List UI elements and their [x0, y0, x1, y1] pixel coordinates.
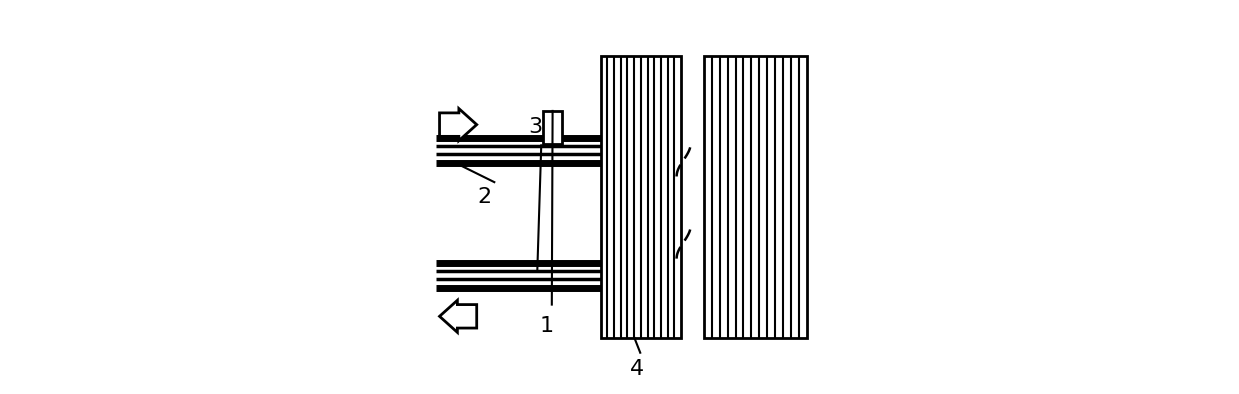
Bar — [543, 111, 563, 144]
Bar — [704, 56, 808, 338]
Bar — [704, 56, 808, 338]
Text: 3: 3 — [528, 117, 543, 137]
Text: 4: 4 — [631, 359, 644, 379]
Text: 1: 1 — [540, 316, 554, 336]
Bar — [543, 111, 563, 144]
Text: 2: 2 — [477, 187, 492, 207]
Polygon shape — [440, 109, 477, 141]
Bar — [601, 56, 681, 338]
Bar — [601, 56, 681, 338]
Polygon shape — [440, 300, 477, 333]
